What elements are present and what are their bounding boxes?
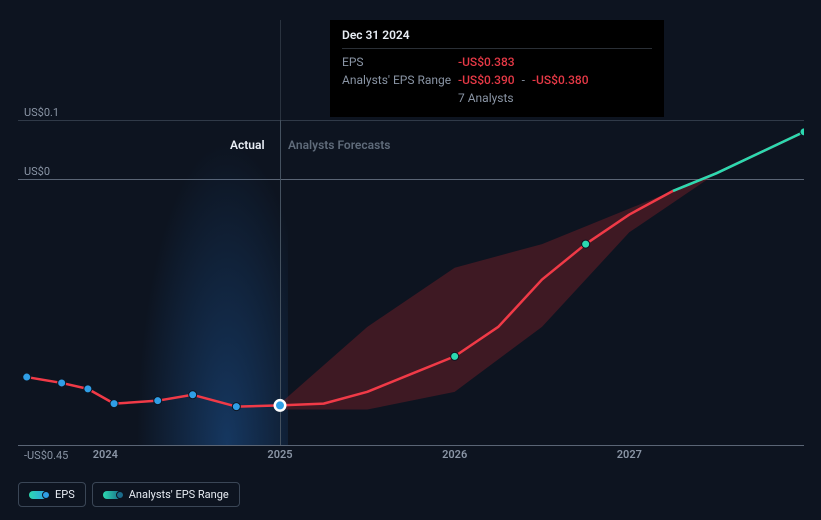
x-axis-tick-label: 2027 [617,448,642,461]
eps-marker-forecast[interactable] [800,128,804,136]
legend-label: Analysts' EPS Range [129,488,229,501]
tooltip-marker-line [280,20,281,120]
chart-tooltip: Dec 31 2024 EPS -US$0.383 Analysts' EPS … [330,20,664,117]
chart-svg [18,120,804,445]
legend-item[interactable]: Analysts' EPS Range [92,482,240,507]
x-axis-labels: 2024 2025 2026 2027 [18,448,804,468]
tooltip-range-sep: - [522,73,525,87]
eps-marker-actual[interactable] [58,379,66,387]
tooltip-range-lo: -US$0.390 [458,73,515,87]
legend-item[interactable]: EPS [18,482,86,507]
x-axis-tick-label: 2025 [267,448,292,461]
eps-marker-actual[interactable] [84,385,92,393]
legend-swatch-icon [29,491,47,499]
tooltip-row-range: Analysts' EPS Range -US$0.390 - -US$0.38… [342,71,652,89]
tooltip-row-eps: EPS -US$0.383 [342,53,652,71]
tooltip-range-hi: -US$0.380 [532,73,589,87]
tooltip-range-label: Analysts' EPS Range [342,73,458,87]
tooltip-date: Dec 31 2024 [342,28,652,49]
eps-marker-actual[interactable] [110,400,118,408]
chart-plot-area[interactable]: US$0.1US$0-US$0.45ActualAnalysts Forecas… [18,120,804,445]
eps-marker-forecast[interactable] [582,240,590,248]
eps-marker-actual[interactable] [276,401,284,409]
legend-label: EPS [55,488,75,501]
eps-marker-actual[interactable] [232,403,240,411]
chart-legend: EPS Analysts' EPS Range [18,482,240,507]
analysts-range-area [280,132,804,410]
x-axis-tick-label: 2024 [93,448,118,461]
x-axis-tick-label: 2026 [442,448,467,461]
tooltip-eps-value: -US$0.383 [458,55,515,69]
legend-swatch-icon [103,491,121,499]
eps-marker-actual[interactable] [23,373,31,381]
eps-marker-actual[interactable] [154,397,162,405]
tooltip-eps-label: EPS [342,55,458,69]
y-gridline [18,445,804,446]
eps-marker-actual[interactable] [189,391,197,399]
y-axis-tick-label: US$0.1 [24,106,59,119]
eps-marker-forecast[interactable] [451,352,459,360]
tooltip-analyst-count: 7 Analysts [458,89,652,105]
eps-line-positive [673,132,804,191]
